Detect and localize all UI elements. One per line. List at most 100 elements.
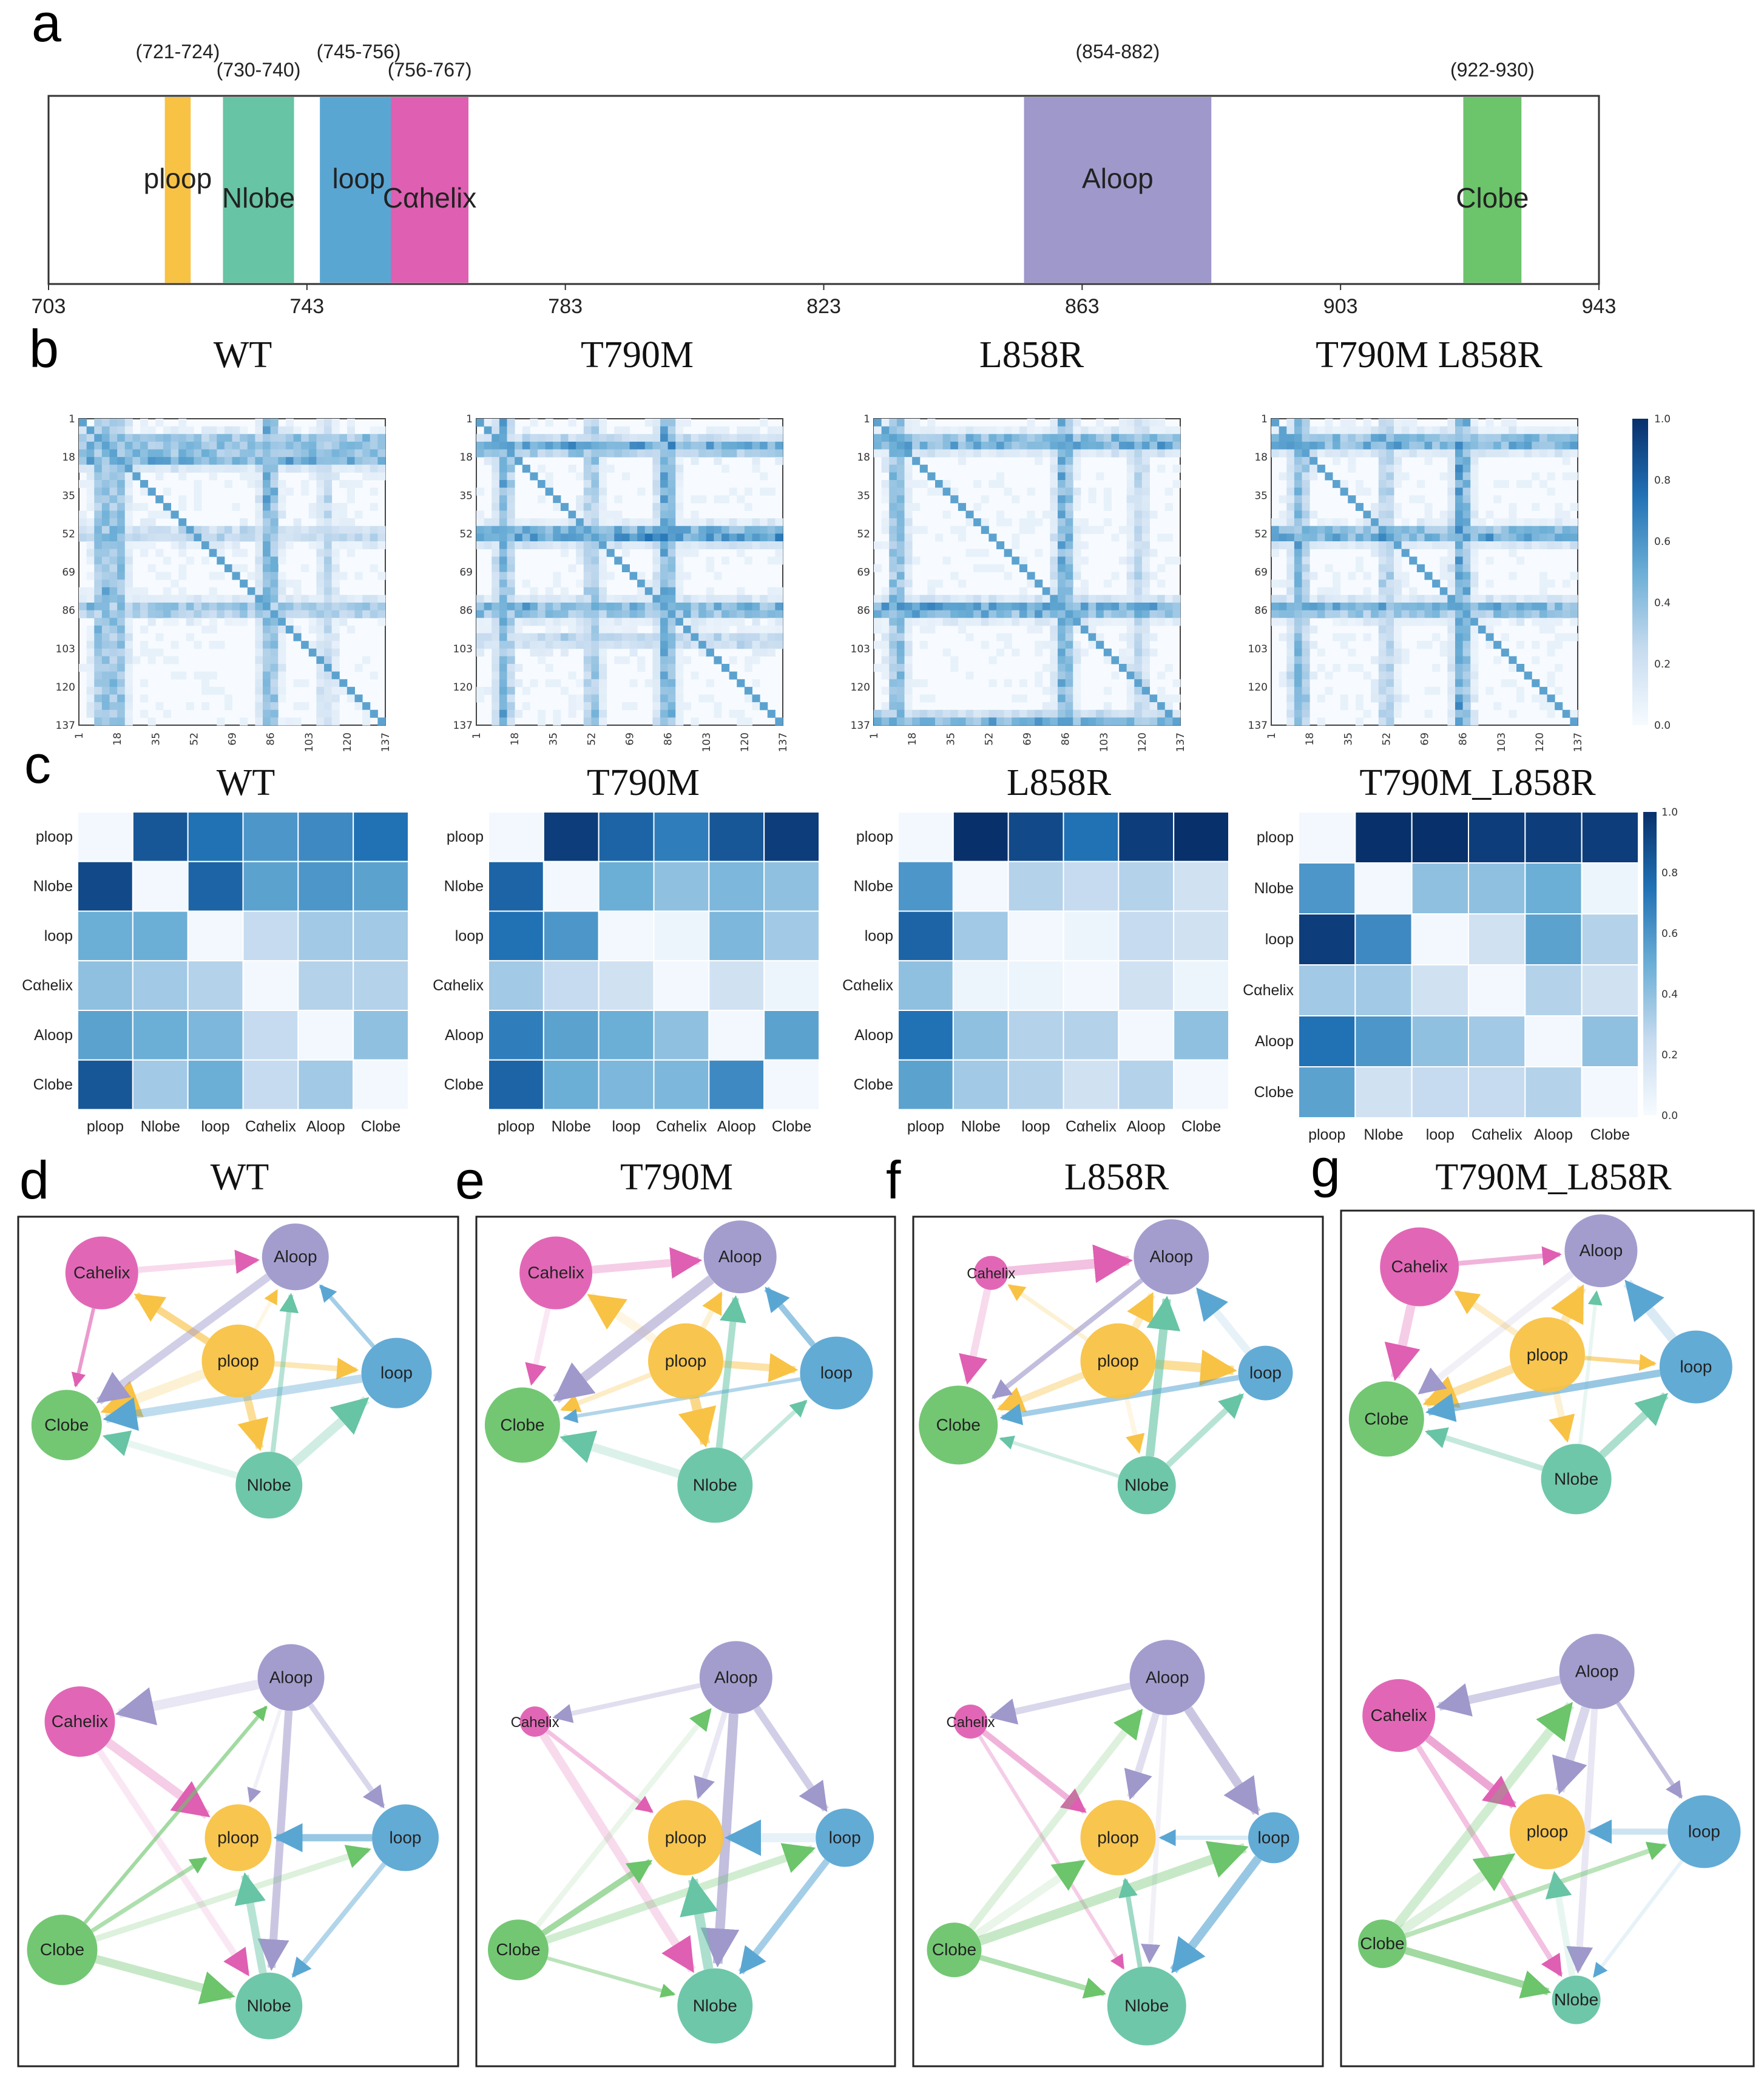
heatmap-b-cell xyxy=(568,625,576,634)
heatmap-b-cell xyxy=(278,618,286,626)
heatmap-b-cell xyxy=(591,679,600,688)
heatmap-b-cell xyxy=(1562,434,1570,442)
heatmap-b-cell xyxy=(1149,449,1158,458)
heatmap-c-cell xyxy=(1118,960,1175,1011)
heatmap-b-cell xyxy=(316,595,325,603)
heatmap-b-cell xyxy=(1080,441,1089,450)
heatmap-b-cell xyxy=(576,495,584,504)
heatmap-b-cell xyxy=(1555,664,1563,672)
heatmap-b-cell xyxy=(1562,457,1570,465)
heatmap-b-cell xyxy=(737,641,745,649)
heatmap-b-cell xyxy=(1547,679,1555,688)
network-node-clobe xyxy=(31,1390,102,1461)
heatmap-b-cell xyxy=(767,625,776,634)
heatmap-b-cell xyxy=(117,487,126,496)
heatmap-b-cell xyxy=(270,510,279,519)
heatmap-b-cell xyxy=(538,518,546,527)
heatmap-b-cell xyxy=(1470,556,1479,565)
heatmap-b-cell xyxy=(484,603,492,611)
heatmap-b-cell xyxy=(499,464,507,473)
heatmap-b-cell xyxy=(950,595,959,603)
heatmap-b-cell xyxy=(255,717,263,726)
heatmap-b-cell xyxy=(1532,610,1540,618)
heatmap-b-cell xyxy=(744,641,752,649)
heatmap-b-cell xyxy=(729,441,737,450)
heatmap-b-cell xyxy=(1126,533,1135,542)
heatmap-b-cell xyxy=(1065,495,1073,504)
heatmap-b-cell xyxy=(599,564,607,572)
heatmap-b-cell xyxy=(912,709,921,718)
heatmap-b-cell xyxy=(889,702,897,711)
heatmap-b-ytick: 1 xyxy=(863,413,870,425)
heatmap-b-cell xyxy=(1470,587,1479,595)
heatmap-b-cell xyxy=(285,533,294,542)
heatmap-b-xtick: 1 xyxy=(471,732,483,739)
heatmap-b-cell xyxy=(316,671,325,680)
heatmap-b-cell xyxy=(255,610,263,618)
heatmap-b-cell xyxy=(362,541,371,550)
heatmap-b-cell xyxy=(1409,426,1418,434)
heatmap-b-cell xyxy=(1035,610,1043,618)
heatmap-b-cell xyxy=(1340,603,1348,611)
heatmap-b-cell xyxy=(1027,487,1035,496)
heatmap-b-cell xyxy=(1050,526,1058,534)
network-node-loop xyxy=(800,1336,873,1410)
heatmap-b-cell xyxy=(270,679,279,688)
heatmap-b-cell xyxy=(1378,510,1387,519)
heatmap-b-cell xyxy=(568,694,576,703)
heatmap-b-cell xyxy=(1294,664,1302,672)
heatmap-b-cell xyxy=(1157,603,1166,611)
heatmap-b-cell xyxy=(599,633,607,641)
heatmap-b-cell xyxy=(904,472,913,481)
heatmap-b-cell xyxy=(1073,618,1081,626)
heatmap-c-cell xyxy=(653,1010,710,1061)
heatmap-b-cell xyxy=(163,449,171,458)
heatmap-b-cell xyxy=(492,441,500,450)
heatmap-b-cell xyxy=(1042,610,1050,618)
heatmap-b-cell xyxy=(996,648,1005,657)
heatmap-b-cell xyxy=(942,510,951,519)
heatmap-b-cell xyxy=(247,533,255,542)
heatmap-b-cell xyxy=(1141,464,1150,473)
heatmap-b-cell xyxy=(270,541,279,550)
heatmap-b-cell xyxy=(1286,702,1295,711)
heatmap-b-cell xyxy=(767,603,776,611)
heatmap-b-cell xyxy=(362,702,371,711)
heatmap-b-cell xyxy=(1149,572,1158,580)
heatmap-b-cell xyxy=(515,625,523,634)
heatmap-b-cell xyxy=(1470,709,1479,718)
heatmap-b-cell xyxy=(1149,441,1158,450)
heatmap-b-cell xyxy=(583,618,592,626)
heatmap-b-cell xyxy=(492,502,500,511)
heatmap-b-cell xyxy=(147,648,156,657)
heatmap-b-cell xyxy=(178,426,187,434)
heatmap-b-cell xyxy=(117,587,126,595)
heatmap-b-cell xyxy=(1164,603,1173,611)
heatmap-b-cell xyxy=(1149,610,1158,618)
heatmap-b-cell xyxy=(691,441,699,450)
heatmap-b-cell xyxy=(339,449,348,458)
heatmap-b-cell xyxy=(996,717,1005,726)
heatmap-b-cell xyxy=(660,434,669,442)
heatmap-b-cell xyxy=(927,441,936,450)
heatmap-b-cell xyxy=(492,510,500,519)
heatmap-b-cell xyxy=(1141,510,1150,519)
heatmap-b-cell xyxy=(1386,587,1394,595)
network-node-aloop xyxy=(703,1220,777,1294)
heatmap-b-cell xyxy=(1134,587,1143,595)
heatmap-b-cell xyxy=(117,495,126,504)
heatmap-b-cell xyxy=(293,603,302,611)
heatmap-b-cell xyxy=(1119,426,1127,434)
heatmap-b-cell xyxy=(1035,709,1043,718)
heatmap-b-cell xyxy=(308,510,317,519)
heatmap-b-cell xyxy=(285,426,294,434)
heatmap-b-cell xyxy=(140,641,149,649)
heatmap-b-cell xyxy=(1485,625,1494,634)
heatmap-b-cell xyxy=(1478,434,1486,442)
heatmap-b-cell xyxy=(117,702,126,711)
heatmap-b-cell xyxy=(278,664,286,672)
heatmap-b-cell xyxy=(507,679,515,688)
heatmap-b-cell xyxy=(1439,603,1448,611)
heatmap-b-cell xyxy=(1378,686,1387,695)
heatmap-b-cell xyxy=(1485,526,1494,534)
